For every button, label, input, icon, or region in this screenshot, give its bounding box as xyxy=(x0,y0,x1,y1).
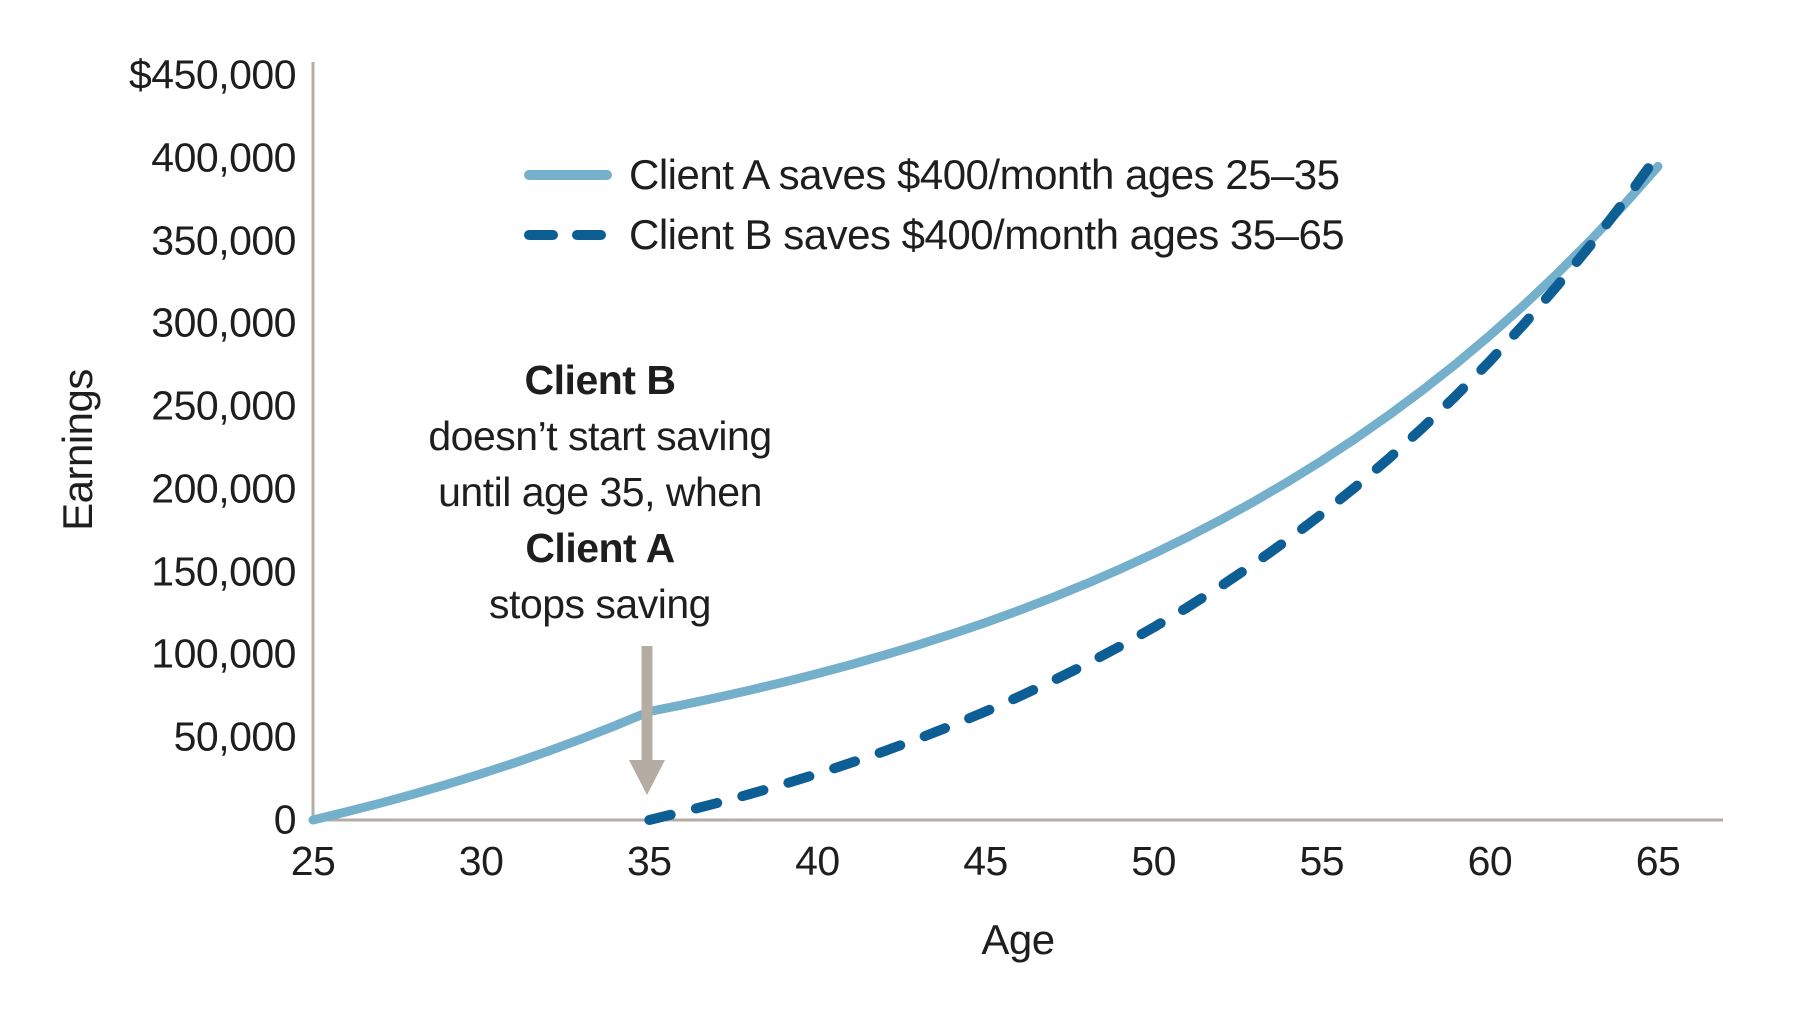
legend-label-client-b: Client B saves $400/month ages 35–65 xyxy=(629,211,1345,258)
x-tick: 25 xyxy=(290,838,336,884)
client-b-line xyxy=(644,149,1663,825)
annotation-line: Client B xyxy=(524,357,676,403)
y-tick: $450,000 xyxy=(128,51,297,98)
x-tick: 60 xyxy=(1467,838,1513,884)
client-a-swatch-line xyxy=(524,170,612,180)
x-tick: 55 xyxy=(1299,838,1345,884)
legend: Client A saves $400/month ages 25–35 Cli… xyxy=(523,151,1345,271)
x-axis-title: Age xyxy=(981,916,1055,963)
x-tick: 50 xyxy=(1131,838,1176,884)
y-tick: 50,000 xyxy=(173,713,297,760)
legend-item-client-a: Client A saves $400/month ages 25–35 xyxy=(523,151,1344,199)
y-tick: 350,000 xyxy=(151,217,296,264)
client-a-line xyxy=(308,161,1663,825)
arrow-head xyxy=(629,760,665,795)
x-tick: 45 xyxy=(963,838,1008,884)
x-tick: 40 xyxy=(795,838,840,884)
y-tick: 150,000 xyxy=(151,548,296,595)
legend-item-client-b: Client B saves $400/month ages 35–65 xyxy=(523,211,1345,259)
annotation-line: doesn’t start saving xyxy=(428,413,772,459)
y-axis-title: Earnings xyxy=(54,369,101,531)
x-tick: 65 xyxy=(1635,838,1681,884)
annotation-line: stops saving xyxy=(489,581,711,627)
client-b-swatch-line xyxy=(524,230,612,240)
legend-label-client-a: Client A saves $400/month ages 25–35 xyxy=(629,151,1340,198)
y-tick: 400,000 xyxy=(151,134,296,181)
annotation: Client B doesn’t start saving until age … xyxy=(428,352,772,632)
x-tick: 35 xyxy=(626,838,672,884)
y-tick: 250,000 xyxy=(151,382,296,429)
y-tick: 100,000 xyxy=(151,630,296,677)
y-tick: 0 xyxy=(273,796,297,843)
annotation-line: Client A xyxy=(525,525,675,571)
x-tick: 30 xyxy=(458,838,504,884)
y-tick: 300,000 xyxy=(151,299,296,346)
annotation-line: until age 35, when xyxy=(438,469,762,515)
y-tick: 200,000 xyxy=(151,465,296,512)
annotation-arrow xyxy=(629,646,665,795)
